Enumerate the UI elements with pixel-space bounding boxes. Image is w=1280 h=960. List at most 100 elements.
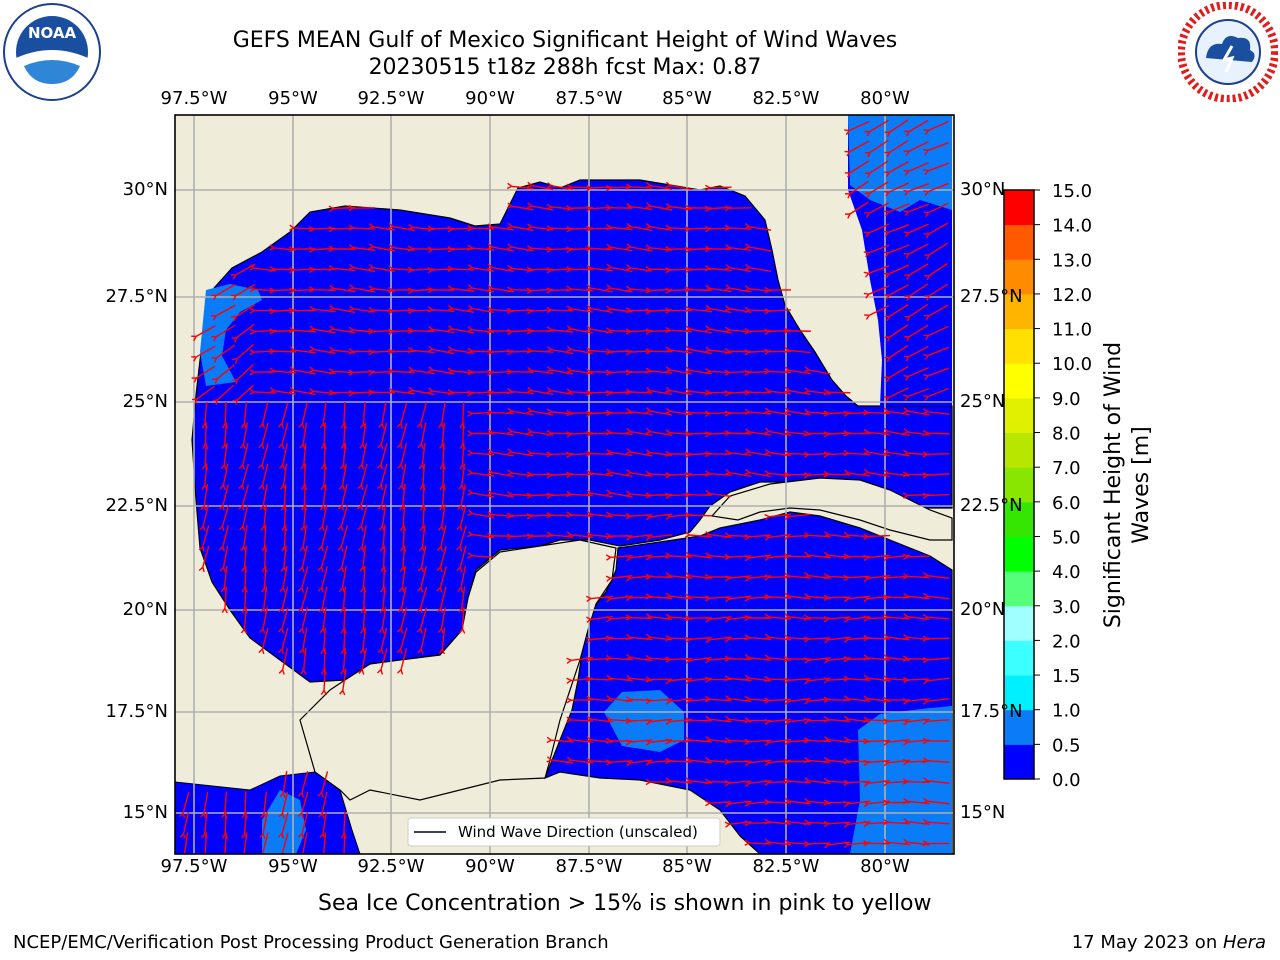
wind-arrow <box>704 616 732 623</box>
wind-arrow <box>566 736 594 743</box>
wind-arrow <box>744 243 772 252</box>
wind-arrow <box>625 448 653 457</box>
wind-arrow <box>605 284 633 293</box>
wind-arrow <box>546 756 574 764</box>
wind-arrow <box>586 715 613 723</box>
wind-arrow <box>922 818 950 826</box>
wind-arrow <box>277 812 289 839</box>
wind-arrow <box>922 797 950 805</box>
wind-arrow <box>357 484 368 511</box>
wind-arrow <box>289 386 316 396</box>
wind-arrow <box>625 614 653 621</box>
wind-arrow <box>221 586 228 614</box>
wind-arrow <box>665 656 693 663</box>
wind-arrow <box>883 718 910 725</box>
wind-arrow <box>744 634 772 641</box>
wind-arrow <box>317 545 329 573</box>
wind-arrow <box>883 244 910 258</box>
wind-arrow <box>300 647 307 675</box>
map-title: GEFS MEAN Gulf of Mexico Significant Hei… <box>232 28 898 53</box>
wind-arrow <box>447 304 475 314</box>
wind-arrow <box>506 222 534 232</box>
lat-tick-right: 15°N <box>960 802 1006 823</box>
wind-arrow <box>605 263 633 273</box>
wind-arrow <box>278 443 288 470</box>
wind-arrow <box>487 409 514 416</box>
colorbar-tick-label: 1.0 <box>1052 701 1081 722</box>
wind-arrow <box>397 443 408 470</box>
wind-arrow <box>398 566 406 593</box>
wind-arrow <box>586 469 613 477</box>
wind-arrow <box>396 607 408 634</box>
wind-arrow <box>298 607 309 634</box>
colorbar-segment <box>1004 293 1034 330</box>
wind-arrow <box>883 448 910 457</box>
wind-arrow <box>348 263 376 273</box>
wind-arrow <box>923 325 949 341</box>
wind-arrow <box>526 347 554 354</box>
wind-arrow <box>586 284 613 293</box>
wind-arrow <box>923 202 949 218</box>
lon-tick-bottom: 82.5°W <box>752 856 820 877</box>
colorbar-segment <box>1004 501 1034 537</box>
wind-arrow <box>784 386 811 396</box>
lat-tick-right: 27.5°N <box>960 286 1023 307</box>
legend-label: Wind Wave Direction (unscaled) <box>458 823 698 841</box>
wind-arrow <box>416 566 427 593</box>
wind-arrow <box>922 718 950 725</box>
wind-arrow <box>417 545 427 573</box>
lon-tick-top: 85°W <box>662 88 712 109</box>
wind-arrow <box>586 304 613 314</box>
wind-arrow <box>903 345 929 362</box>
wind-arrow <box>764 818 792 825</box>
wind-arrow <box>784 366 811 375</box>
wind-arrow <box>863 409 891 416</box>
wind-arrow <box>378 607 387 634</box>
wind-arrow <box>863 654 891 661</box>
wind-arrow <box>343 832 346 854</box>
wind-arrow <box>359 422 367 450</box>
wind-arrow <box>277 402 289 429</box>
wind-arrow <box>546 326 574 333</box>
wind-arrow <box>427 366 455 375</box>
wind-arrow <box>348 284 376 293</box>
wind-arrow <box>338 463 347 491</box>
wind-arrow <box>724 284 752 293</box>
lon-tick-bottom: 97.5°W <box>160 856 228 877</box>
wind-arrow <box>218 484 230 511</box>
wind-arrow <box>764 613 792 620</box>
wind-arrow <box>903 162 930 176</box>
wind-arrow <box>863 428 891 436</box>
wind-arrow <box>645 387 673 395</box>
wind-arrow <box>883 182 910 197</box>
wind-arrow <box>436 545 447 573</box>
wind-arrow <box>318 504 328 532</box>
wind-arrow <box>358 525 367 552</box>
wind-arrow <box>803 756 831 764</box>
wind-arrow <box>665 287 693 294</box>
wind-arrow <box>665 181 692 191</box>
wind-arrow <box>903 140 929 157</box>
wind-legend: Wind Wave Direction (unscaled) <box>407 817 721 847</box>
colorbar-segment <box>1004 640 1034 676</box>
colorbar-label-line2: Waves [m] <box>1129 426 1154 544</box>
wind-arrow <box>625 222 653 232</box>
wind-arrow <box>922 613 950 621</box>
wind-arrow <box>238 443 249 470</box>
wind-arrow <box>427 325 455 334</box>
wind-arrow <box>704 489 732 498</box>
lon-tick-bottom: 95°W <box>268 856 318 877</box>
wind-arrow <box>487 448 514 457</box>
wind-arrow <box>924 242 949 260</box>
wind-arrow <box>764 407 791 416</box>
wave-patch-caribbean-east <box>850 706 952 854</box>
wind-arrow <box>605 674 633 682</box>
wind-arrow <box>261 832 269 854</box>
wind-arrow <box>922 698 950 705</box>
wind-arrow <box>506 368 534 375</box>
wind-arrow <box>744 839 772 846</box>
map-subtitle: 20230515 t18z 288h fcst Max: 0.87 <box>368 55 762 80</box>
wind-arrow <box>685 657 712 664</box>
wind-arrow <box>903 223 929 238</box>
